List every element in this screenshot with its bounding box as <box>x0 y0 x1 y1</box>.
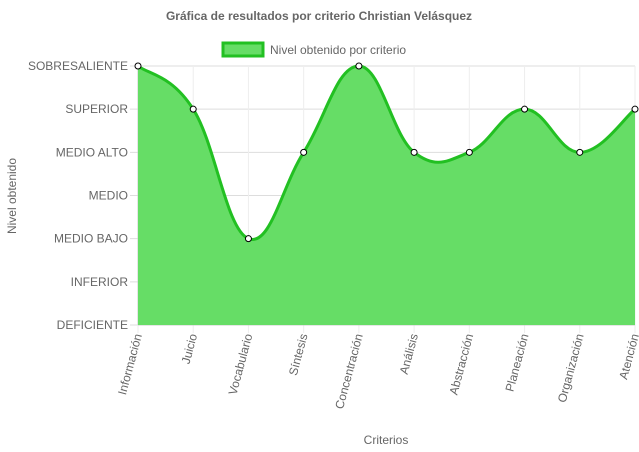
series-line <box>137 64 636 241</box>
y-tick-label: MEDIO <box>89 189 128 203</box>
x-tick-label: Concentración <box>332 332 366 410</box>
series-area-fill <box>138 66 635 325</box>
data-point[interactable] <box>576 148 584 156</box>
data-point[interactable] <box>521 105 529 113</box>
x-tick-label: Juicio <box>179 332 201 366</box>
data-point[interactable] <box>465 148 473 156</box>
y-tick-label: INFERIOR <box>71 275 129 289</box>
data-point[interactable] <box>189 105 197 113</box>
y-tick-label: SUPERIOR <box>65 102 128 116</box>
data-point[interactable] <box>134 62 142 70</box>
x-tick-label: Síntesis <box>286 332 311 377</box>
y-tick-label: MEDIO ALTO <box>56 145 128 159</box>
y-axis-ticks: DEFICIENTE INFERIOR MEDIO BAJO MEDIO MEDIO A… <box>28 59 128 332</box>
data-point[interactable] <box>410 148 418 156</box>
x-tick-label: Abstracción <box>446 332 476 396</box>
x-tick-label: Análisis <box>397 332 421 376</box>
x-tick-label: Atención <box>616 332 639 381</box>
y-tick-label: MEDIO BAJO <box>54 232 128 246</box>
y-tick-label: DEFICIENTE <box>57 318 128 332</box>
legend-label: Nivel obtenido por criterio <box>270 43 406 57</box>
x-axis-label: Criterios <box>364 433 409 447</box>
x-tick-label: Planeación <box>503 332 532 393</box>
y-axis-label: Nivel obtenido <box>5 158 19 234</box>
data-point[interactable] <box>244 235 252 243</box>
x-tick-label: Información <box>115 332 145 396</box>
x-axis-ticks: Información Juicio Vocabulario Síntesis Conc… <box>115 332 639 411</box>
x-tick-label: Vocabulario <box>226 332 256 397</box>
data-point[interactable] <box>300 148 308 156</box>
chart-title: Gráfica de resultados por criterio Chris… <box>166 9 472 23</box>
legend-swatch <box>221 41 265 58</box>
data-point[interactable] <box>631 105 639 113</box>
y-tick-label: SOBRESALIENTE <box>28 59 128 73</box>
data-point[interactable] <box>355 62 363 70</box>
series-area <box>137 64 636 325</box>
x-tick-label: Organización <box>555 332 587 404</box>
legend[interactable]: Nivel obtenido por criterio <box>221 41 406 58</box>
data-points <box>134 62 639 243</box>
